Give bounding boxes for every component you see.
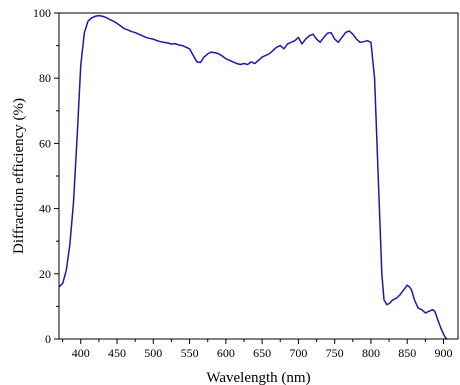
x-axis-title: Wavelength (nm)	[206, 370, 310, 385]
y-tick-label: 0	[45, 332, 51, 346]
y-axis-title: Diffraction efficiency (%)	[11, 98, 27, 254]
x-tick-label: 650	[253, 346, 271, 360]
x-tick-label: 900	[434, 346, 452, 360]
x-tick-label: 750	[326, 346, 344, 360]
x-tick-label: 500	[144, 346, 162, 360]
x-tick-label: 400	[72, 346, 90, 360]
x-tick-label: 700	[289, 346, 307, 360]
efficiency-series-line	[58, 14, 448, 340]
x-tick-label: 550	[181, 346, 199, 360]
plot-area	[58, 14, 448, 340]
plot-frame	[58, 12, 459, 340]
x-tick-label: 850	[398, 346, 416, 360]
y-tick-label: 100	[33, 6, 51, 20]
y-tick-label: 80	[39, 71, 51, 85]
x-tick-label: 600	[217, 346, 235, 360]
x-tick-label: 450	[108, 346, 126, 360]
y-tick-label: 60	[39, 136, 51, 150]
y-tick-label: 40	[39, 202, 51, 216]
axes: 400 450 500 550 600 650 700 750 800 850 900 0 20 40 60…	[33, 6, 459, 360]
y-tick-label: 20	[39, 267, 51, 281]
x-tick-label: 800	[362, 346, 380, 360]
